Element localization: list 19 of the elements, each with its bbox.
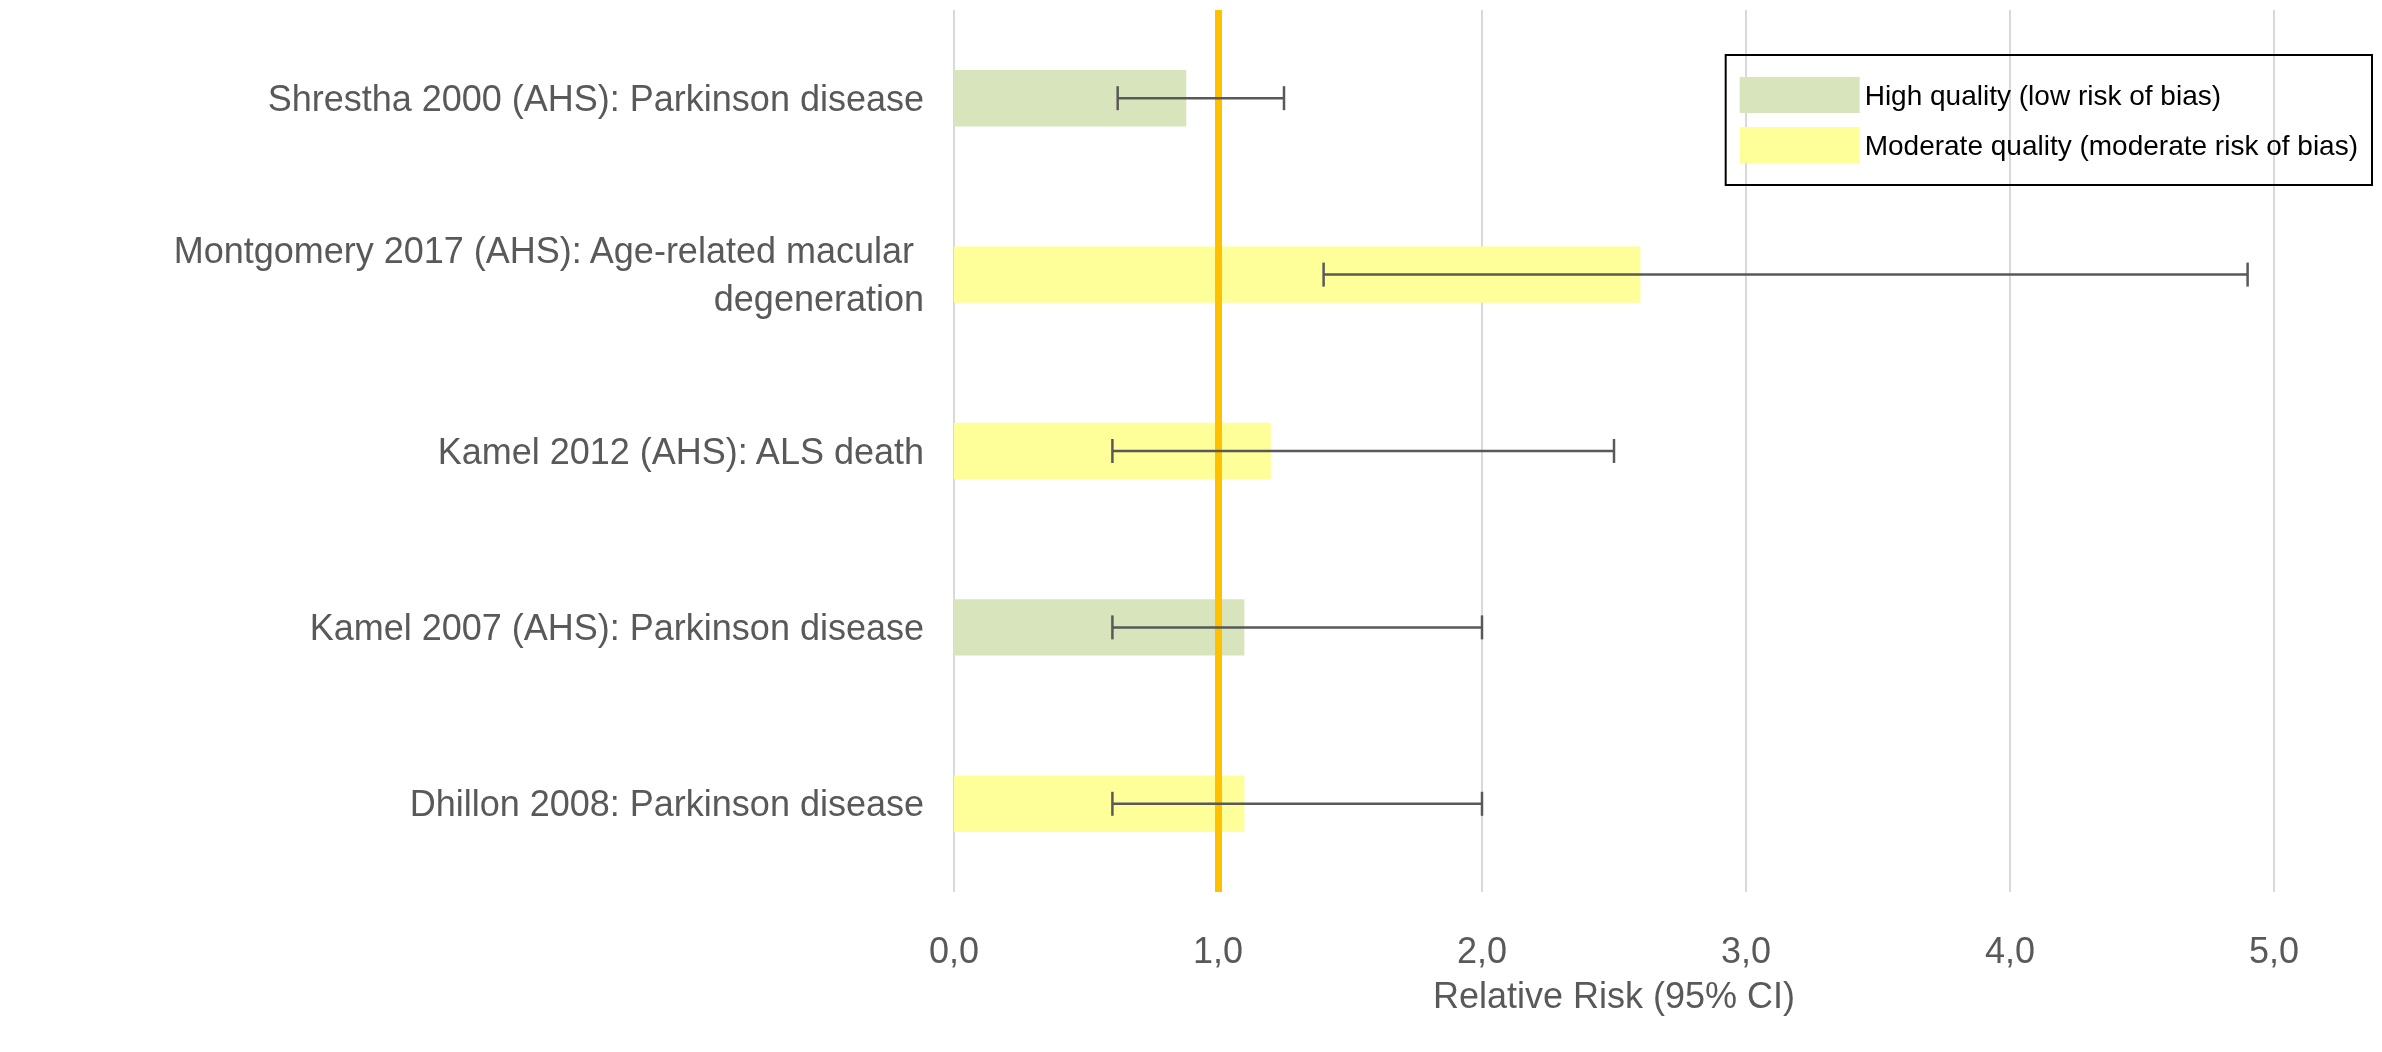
y-tick-label: Dhillon 2008: Parkinson disease: [409, 783, 924, 825]
bar: [954, 775, 1245, 833]
legend-label: Moderate quality (moderate risk of bias): [1864, 129, 2359, 161]
bar: [954, 69, 1187, 127]
bar: [954, 422, 1271, 480]
y-tick-label: Kamel 2012 (AHS): ALS death: [437, 430, 924, 472]
x-tick-label: 3,0: [1720, 929, 1772, 971]
x-tick-label: 2,0: [1456, 929, 1508, 971]
x-tick-label: 5,0: [2248, 929, 2300, 971]
x-axis-title: Relative Risk (95% CI): [1432, 974, 1796, 1016]
y-tick-label: Shrestha 2000 (AHS): Parkinson disease: [267, 77, 924, 119]
y-tick-label: Montgomery 2017 (AHS): Age-related macular degeneration: [173, 230, 924, 320]
x-tick-label: 1,0: [1192, 929, 1244, 971]
y-tick-label: Kamel 2007 (AHS): Parkinson disease: [309, 606, 924, 648]
x-tick-label: 0,0: [928, 929, 980, 971]
bar: [954, 599, 1245, 656]
legend-label: High quality (low risk of bias): [1864, 79, 2222, 111]
x-tick-label: 4,0: [1984, 929, 2036, 971]
bar: [954, 246, 1641, 303]
